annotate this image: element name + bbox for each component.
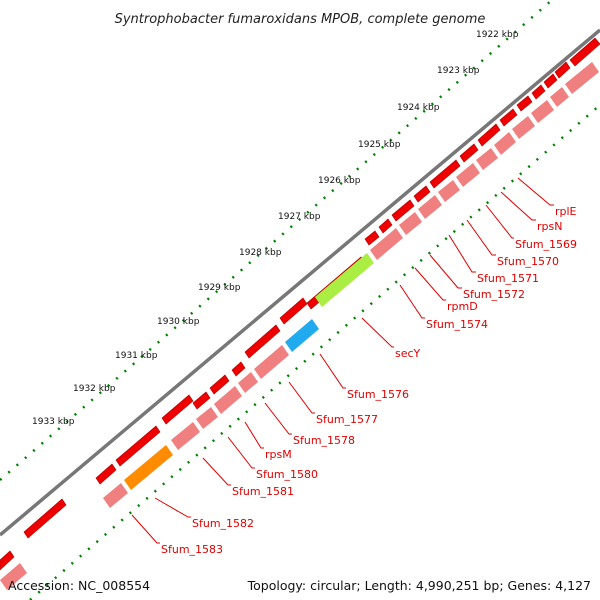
gene-arrow[interactable] — [0, 550, 15, 571]
gene-arrow[interactable] — [499, 108, 518, 127]
gene-arrow[interactable] — [115, 425, 161, 467]
gene-arrow[interactable] — [569, 37, 600, 67]
gene-arrow[interactable] — [459, 143, 479, 163]
gene-block[interactable] — [438, 180, 460, 202]
gene-block[interactable] — [171, 422, 200, 450]
gene-block[interactable] — [214, 386, 242, 414]
gene-label-rpmD[interactable]: rpmD — [447, 300, 478, 313]
gene-label-Sfum-1569[interactable]: Sfum_1569 — [515, 238, 577, 251]
gene-label-Sfum-1572[interactable]: Sfum_1572 — [463, 288, 525, 301]
gene-arrow[interactable] — [192, 391, 211, 410]
gene-label-Sfum-1571[interactable]: Sfum_1571 — [477, 272, 539, 285]
gene-arrow[interactable] — [413, 185, 431, 203]
scale-label: 1930 kbp — [157, 317, 200, 327]
leader-lines — [131, 177, 554, 544]
gene-arrow[interactable] — [378, 218, 393, 234]
gene-arrow[interactable] — [364, 230, 380, 246]
reverse-strand-genes — [0, 62, 599, 590]
scale-label: 1929 kbp — [198, 283, 241, 293]
gene-label-Sfum-1581[interactable]: Sfum_1581 — [232, 485, 294, 498]
gene-arrow[interactable] — [209, 374, 230, 395]
scale-labels: 1922 kbp 1923 kbp 1924 kbp 1925 kbp 1926… — [32, 30, 519, 427]
gene-block[interactable] — [494, 132, 516, 155]
gene-label-Sfum-1574[interactable]: Sfum_1574 — [426, 318, 488, 331]
gene-block[interactable] — [476, 148, 498, 170]
gene-block[interactable] — [370, 228, 403, 260]
gene-arrow[interactable] — [391, 199, 415, 222]
gene-label-Sfum-1576[interactable]: Sfum_1576 — [347, 388, 409, 401]
scale-label: 1927 kbp — [278, 212, 321, 222]
gene-block[interactable] — [456, 163, 480, 187]
gene-label-rplE[interactable]: rplE — [555, 205, 577, 218]
gene-label-Sfum-1582[interactable]: Sfum_1582 — [192, 517, 254, 530]
genome-summary-text: Topology: circular; Length: 4,990,251 bp… — [247, 578, 591, 593]
gene-arrow[interactable] — [531, 84, 546, 100]
scale-label: 1931 kbp — [115, 351, 158, 361]
scale-label: 1924 kbp — [397, 103, 440, 113]
gene-block[interactable] — [103, 483, 128, 508]
gene-arrow[interactable] — [554, 61, 571, 79]
gene-block[interactable] — [565, 62, 599, 94]
gene-arrow[interactable] — [477, 123, 501, 147]
gene-block[interactable] — [512, 116, 535, 139]
gene-label-secY[interactable]: secY — [395, 347, 421, 360]
gene-label-rpsM[interactable]: rpsM — [265, 448, 292, 461]
gene-arrow[interactable] — [231, 361, 246, 377]
gene-arrow[interactable] — [161, 394, 194, 425]
gene-arrow[interactable] — [244, 324, 281, 359]
gene-arrow[interactable] — [95, 463, 117, 485]
gene-label-rpsN[interactable]: rpsN — [537, 220, 562, 233]
gene-label-Sfum-1578[interactable]: Sfum_1578 — [293, 434, 355, 447]
gene-arrow[interactable] — [279, 297, 308, 325]
gene-block[interactable] — [0, 563, 27, 590]
backbone-line — [0, 28, 600, 537]
scale-label: 1925 kbp — [358, 140, 401, 150]
gene-block[interactable] — [238, 372, 258, 393]
scale-label: 1928 kbp — [239, 248, 282, 258]
gene-block-secY[interactable] — [315, 253, 374, 307]
gene-block[interactable] — [254, 345, 289, 379]
outer-dotted-track — [0, 0, 553, 481]
gene-block-Sfum-1582[interactable] — [124, 445, 173, 490]
gene-arrow[interactable] — [429, 159, 461, 189]
scale-label: 1933 kbp — [32, 417, 75, 427]
gene-arrow[interactable] — [23, 498, 67, 539]
gene-block[interactable] — [418, 195, 442, 219]
scale-label: 1926 kbp — [318, 176, 361, 186]
gene-label-Sfum-1577[interactable]: Sfum_1577 — [316, 413, 378, 426]
gene-block[interactable] — [399, 212, 422, 235]
gene-block[interactable] — [196, 407, 218, 429]
gene-arrow[interactable] — [516, 95, 533, 112]
scale-label: 1922 kbp — [476, 30, 519, 40]
forward-strand-genes — [0, 37, 600, 571]
gene-arrow[interactable] — [543, 73, 558, 89]
scale-label: 1932 kbp — [73, 384, 116, 394]
gene-label-Sfum-1570[interactable]: Sfum_1570 — [497, 255, 559, 268]
gene-block[interactable] — [550, 87, 569, 107]
gene-label-Sfum-1583[interactable]: Sfum_1583 — [161, 543, 223, 556]
scale-label: 1923 kbp — [437, 66, 480, 76]
gene-labels: rplE rpsN Sfum_1569 Sfum_1570 Sfum_1571 … — [161, 205, 577, 556]
genome-title: Syntrophobacter fumaroxidans MPOB, compl… — [115, 12, 486, 27]
accession-text: Accession: NC_008554 — [8, 578, 151, 593]
gene-block-Sfum-1576[interactable] — [285, 319, 319, 352]
gene-block[interactable] — [531, 100, 554, 123]
gene-label-Sfum-1580[interactable]: Sfum_1580 — [256, 468, 318, 481]
